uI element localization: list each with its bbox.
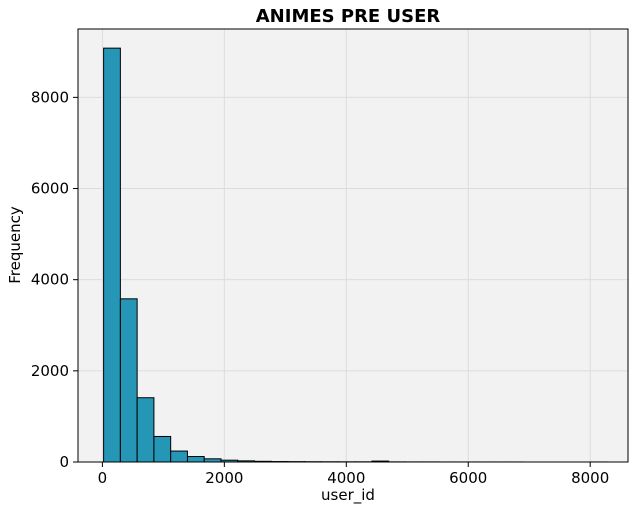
histogram-bar (153, 435, 172, 463)
histogram-bar (119, 298, 138, 463)
x-axis-ticks: 0 2000 4000 6000 8000 (98, 462, 609, 487)
x-axis-label: user_id (321, 486, 375, 505)
histogram-bar (103, 47, 121, 463)
y-tick-label: 4000 (31, 271, 69, 289)
y-axis-label: Frequency (6, 206, 24, 284)
y-tick-label: 8000 (31, 88, 69, 106)
plot-frame (77, 28, 629, 463)
x-tick-label: 6000 (449, 469, 487, 487)
x-tick-label: 0 (98, 469, 108, 487)
y-tick-label: 0 (59, 453, 69, 471)
x-tick-label: 4000 (327, 469, 365, 487)
y-tick-label: 6000 (31, 180, 69, 198)
histogram-bar (186, 456, 205, 463)
x-tick-label: 8000 (571, 469, 609, 487)
histogram-bar (136, 397, 155, 463)
plot-area (78, 29, 628, 462)
y-tick-label: 2000 (31, 362, 69, 380)
histogram-bar (170, 450, 188, 463)
y-axis-ticks: 0 2000 4000 6000 8000 (31, 88, 78, 471)
chart-title: ANIMES PRE USER (256, 6, 441, 27)
x-tick-label: 2000 (205, 469, 243, 487)
bars (103, 47, 608, 463)
